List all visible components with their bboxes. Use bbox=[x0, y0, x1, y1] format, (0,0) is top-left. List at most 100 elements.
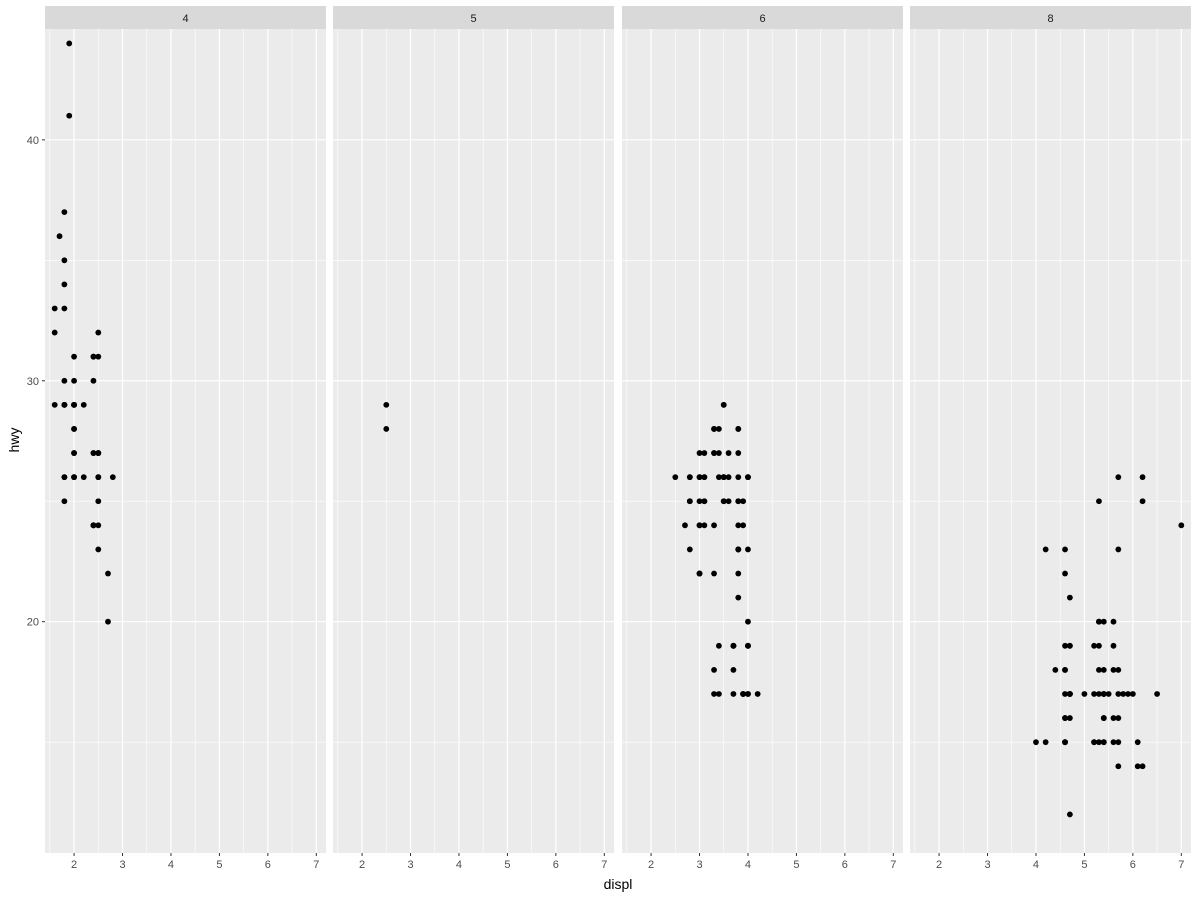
data-point bbox=[1062, 715, 1068, 721]
facet-strip-label: 6 bbox=[759, 13, 765, 25]
data-point bbox=[711, 450, 717, 456]
panel-background bbox=[622, 29, 903, 853]
data-point bbox=[95, 546, 102, 553]
data-point bbox=[1100, 618, 1107, 625]
y-tick-label: 20 bbox=[27, 617, 39, 629]
data-point bbox=[1096, 618, 1102, 625]
data-point bbox=[1096, 498, 1102, 505]
data-point bbox=[711, 570, 717, 577]
x-tick-label: 3 bbox=[696, 859, 702, 871]
data-point bbox=[95, 498, 102, 505]
data-point bbox=[1115, 691, 1122, 697]
x-tick-label: 7 bbox=[601, 859, 607, 871]
data-point bbox=[745, 691, 751, 697]
data-point bbox=[1100, 666, 1107, 673]
data-point bbox=[1062, 739, 1068, 746]
data-point bbox=[735, 522, 742, 529]
data-point bbox=[1115, 474, 1122, 481]
data-point bbox=[1110, 666, 1117, 673]
facet-strip bbox=[333, 6, 614, 29]
data-point bbox=[1096, 691, 1102, 697]
data-point bbox=[1120, 691, 1127, 697]
y-tick-label: 40 bbox=[27, 135, 39, 147]
data-point bbox=[1115, 739, 1122, 746]
y-tick-label: 30 bbox=[27, 376, 39, 388]
data-point bbox=[105, 618, 111, 625]
data-point bbox=[740, 522, 747, 529]
data-point bbox=[1062, 642, 1068, 649]
facet-strip-label: 8 bbox=[1047, 13, 1053, 25]
data-point bbox=[686, 498, 693, 505]
data-point bbox=[1091, 642, 1098, 649]
data-point bbox=[1096, 642, 1102, 649]
data-point bbox=[1066, 642, 1073, 649]
data-point bbox=[696, 498, 703, 505]
data-point bbox=[1062, 570, 1068, 577]
y-axis-title: hwy bbox=[6, 428, 22, 453]
data-point bbox=[730, 666, 737, 673]
data-point bbox=[95, 474, 102, 481]
x-axis-title: displ bbox=[604, 876, 633, 892]
data-point bbox=[61, 281, 68, 288]
data-point bbox=[1033, 739, 1039, 746]
data-point bbox=[745, 618, 751, 625]
data-point bbox=[383, 426, 390, 432]
data-point bbox=[1062, 691, 1068, 697]
x-tick-label: 5 bbox=[793, 859, 799, 871]
data-point bbox=[1100, 691, 1107, 697]
data-point bbox=[672, 474, 679, 481]
data-point bbox=[745, 474, 751, 481]
data-point bbox=[701, 522, 708, 529]
data-point bbox=[383, 401, 390, 408]
data-point bbox=[730, 691, 737, 697]
data-point bbox=[740, 691, 747, 697]
data-point bbox=[715, 642, 722, 649]
data-point bbox=[61, 209, 68, 216]
data-point bbox=[51, 401, 58, 408]
data-point bbox=[66, 112, 73, 119]
data-point bbox=[1110, 715, 1117, 721]
data-point bbox=[1066, 715, 1073, 721]
data-point bbox=[701, 498, 708, 505]
data-point bbox=[735, 594, 742, 601]
x-tick-label: 7 bbox=[890, 859, 896, 871]
data-point bbox=[61, 401, 68, 408]
data-point bbox=[715, 474, 722, 481]
data-point bbox=[701, 474, 708, 481]
data-point bbox=[1139, 474, 1146, 481]
data-point bbox=[696, 522, 703, 529]
x-tick-label: 6 bbox=[265, 859, 271, 871]
data-point bbox=[1110, 618, 1117, 625]
data-point bbox=[1139, 498, 1146, 505]
data-point bbox=[715, 426, 722, 432]
data-point bbox=[1139, 763, 1146, 770]
data-point bbox=[720, 401, 727, 408]
facet-strip bbox=[910, 6, 1191, 29]
data-point bbox=[686, 546, 693, 553]
data-point bbox=[725, 474, 732, 481]
data-point bbox=[90, 522, 97, 529]
data-point bbox=[711, 691, 717, 697]
facet-panel-5: 5 2 3 4 5 6 7 bbox=[333, 6, 614, 871]
x-tick-label: 5 bbox=[1081, 859, 1087, 871]
data-point bbox=[696, 450, 703, 456]
data-point bbox=[71, 377, 77, 384]
data-point bbox=[1081, 691, 1088, 697]
facet-panel-4: 4 2 3 4 5 6 7 bbox=[45, 6, 326, 871]
x-tick-label: 3 bbox=[984, 859, 990, 871]
data-point bbox=[1115, 666, 1122, 673]
data-point bbox=[1100, 739, 1107, 746]
data-point bbox=[95, 329, 102, 336]
data-point bbox=[1105, 691, 1112, 697]
data-point bbox=[725, 450, 732, 456]
x-tick-label: 5 bbox=[216, 859, 222, 871]
x-tick-label: 4 bbox=[1033, 859, 1039, 871]
data-point bbox=[71, 450, 77, 456]
data-point bbox=[56, 233, 63, 240]
data-point bbox=[90, 377, 97, 384]
facet-panel-6: 6 2 3 4 5 6 7 bbox=[622, 6, 903, 871]
data-point bbox=[1178, 522, 1185, 529]
data-point bbox=[725, 498, 732, 505]
data-point bbox=[1066, 811, 1073, 818]
data-point bbox=[696, 570, 703, 577]
